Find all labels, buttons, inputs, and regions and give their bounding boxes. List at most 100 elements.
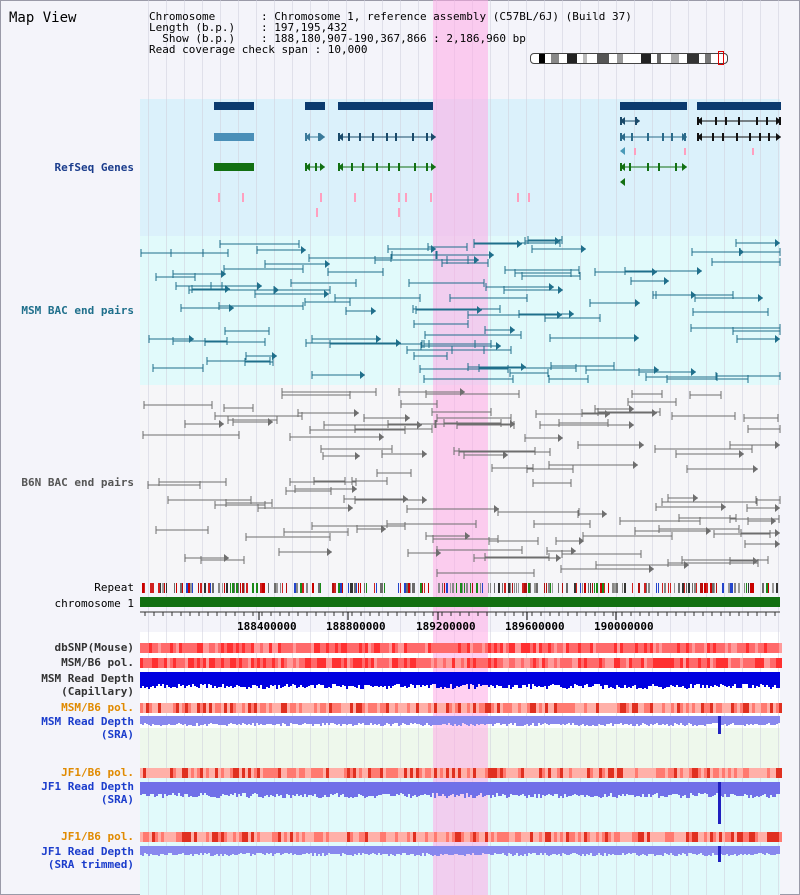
- track-label-msm-bac[interactable]: MSM BAC end pairs: [21, 304, 134, 317]
- jf1-depth-trimmed-bar: [160, 846, 162, 854]
- msm-depth-sra-bar: [334, 716, 336, 724]
- msm-pol-strip: [272, 658, 275, 668]
- track-label-chromosome[interactable]: chromosome 1: [54, 597, 134, 610]
- jf1-depth-sra-bar: [498, 782, 500, 796]
- dbsnp-strip: [671, 643, 674, 653]
- msm-depth-sra-bar: [260, 716, 262, 724]
- msm-depth-capillary-bar: [496, 672, 498, 685]
- jf1-pol-strip: [500, 768, 503, 778]
- track-label-msm-b6-pol[interactable]: MSM/B6 pol.: [61, 656, 134, 669]
- msm-depth-sra-bar: [434, 716, 436, 725]
- repeat-mark: [712, 583, 714, 593]
- dbsnp-strip: [149, 643, 152, 653]
- repeat-mark: [274, 583, 276, 593]
- jf1-depth-sra-bar: [194, 782, 196, 797]
- jf1-pol-strip: [158, 768, 161, 778]
- jf1-depth-sra-bar: [330, 782, 332, 794]
- jf1-depth-trimmed-bar: [728, 846, 730, 856]
- jf1-depth-trimmed-bar: [202, 846, 204, 855]
- track-label-jf1-read-depth-sra-trimmed[interactable]: JF1 Read Depth (SRA trimmed): [41, 845, 134, 871]
- jf1-depth-sra-bar: [318, 782, 320, 798]
- jf1-depth-trimmed-bar: [274, 846, 276, 854]
- repeat-mark: [444, 583, 445, 593]
- msm-depth-sra-bar: [694, 716, 696, 725]
- jf1-pol-trimmed-strip: [386, 832, 389, 842]
- msm-pol-sra-strip: [599, 703, 602, 713]
- jf1-pol-strip: [332, 768, 335, 778]
- repeat-mark: [312, 583, 314, 593]
- msm-pol-strip: [206, 658, 209, 668]
- gene-model-exon: [348, 133, 350, 141]
- msm-depth-capillary-bar: [292, 672, 294, 684]
- jf1-depth-sra-bar: [438, 782, 440, 796]
- jf1-depth-sra-bar: [140, 782, 142, 795]
- msm-depth-sra-bar: [634, 716, 636, 726]
- jf1-depth-trimmed-bar: [308, 846, 310, 854]
- msm-pol-strip: [164, 658, 167, 668]
- b6n-bac-pair-arrow: [460, 388, 465, 396]
- jf1-pol-trimmed-strip: [533, 832, 536, 842]
- jf1-pol-trimmed-strip: [608, 832, 611, 842]
- msm-depth-capillary-bar: [308, 672, 310, 686]
- msm-depth-capillary-bar: [762, 672, 764, 685]
- grid-line: [328, 0, 329, 895]
- jf1-pol-trimmed-strip: [455, 832, 458, 842]
- jf1-depth-sra-bar: [422, 782, 424, 795]
- track-label-refseq[interactable]: RefSeq Genes: [54, 161, 134, 174]
- jf1-depth-trimmed-bar: [414, 846, 416, 856]
- msm-depth-sra-bar: [746, 716, 748, 724]
- selected-region-highlight[interactable]: [433, 0, 488, 895]
- jf1-depth-trimmed-bar: [432, 846, 434, 856]
- chromosome-ideogram[interactable]: [530, 53, 728, 64]
- msm-pol-strip: [659, 658, 662, 668]
- msm-pol-sra-strip: [629, 703, 632, 713]
- track-label-msm-b6-pol-sra[interactable]: MSM/B6 pol.: [61, 701, 134, 714]
- b6n-bac-pair-arrow: [775, 504, 780, 512]
- track-label-b6n-bac[interactable]: B6N BAC end pairs: [21, 476, 134, 489]
- dbsnp-strip: [686, 643, 689, 653]
- jf1-pol-strip: [734, 768, 737, 778]
- msm-depth-capillary-bar: [174, 672, 176, 687]
- jf1-depth-sra-bar: [266, 782, 268, 795]
- jf1-pol-strip: [716, 768, 719, 778]
- jf1-pol-trimmed-strip: [173, 832, 176, 842]
- dbsnp-strip: [635, 643, 638, 653]
- msm-pol-sra-strip: [500, 703, 503, 713]
- gene-block: [338, 102, 433, 110]
- msm-pol-strip: [245, 658, 248, 668]
- jf1-pol-trimmed-strip: [635, 832, 638, 842]
- jf1-depth-trimmed-bar: [334, 846, 336, 854]
- jf1-depth-trimmed-bar: [148, 846, 150, 856]
- jf1-pol-trimmed-strip: [515, 832, 518, 842]
- jf1-depth-trimmed-bar: [472, 846, 474, 853]
- jf1-depth-sra-bar: [182, 782, 184, 797]
- jf1-depth-trimmed-bar: [436, 846, 438, 856]
- track-label-msm-read-depth-sra[interactable]: MSM Read Depth (SRA): [41, 715, 134, 741]
- jf1-depth-trimmed-bar: [398, 846, 400, 854]
- dbsnp-strip: [413, 643, 416, 653]
- msm-depth-sra-bar: [208, 716, 210, 724]
- msm-depth-sra-bar: [242, 716, 244, 723]
- track-label-jf1-b6-pol-1[interactable]: JF1/B6 pol.: [61, 766, 134, 779]
- jf1-depth-sra-bar: [282, 782, 284, 798]
- jf1-pol-trimmed-strip: [626, 832, 629, 842]
- b6n-bac-pair-arrow: [775, 540, 780, 548]
- track-label-msm-read-depth-capillary[interactable]: MSM Read Depth (Capillary): [41, 672, 134, 698]
- jf1-depth-trimmed-bar: [188, 846, 190, 855]
- msm-pol-strip: [572, 658, 575, 668]
- msm-depth-capillary-bar: [272, 672, 274, 686]
- jf1-pol-trimmed-strip: [743, 832, 746, 842]
- jf1-depth-sra-bar: [730, 782, 732, 794]
- msm-depth-capillary-bar: [186, 672, 188, 686]
- track-label-jf1-b6-pol-2[interactable]: JF1/B6 pol.: [61, 830, 134, 843]
- jf1-depth-trimmed-bar: [542, 846, 544, 855]
- track-label-jf1-read-depth-sra[interactable]: JF1 Read Depth (SRA): [41, 780, 134, 806]
- msm-depth-sra-bar: [282, 716, 284, 723]
- b6n-bac-pair-arrow: [558, 434, 563, 442]
- track-label-dbsnp[interactable]: dbSNP(Mouse): [54, 641, 134, 654]
- msm-bac-pair-arrow: [510, 326, 515, 334]
- grid-line: [310, 0, 311, 895]
- track-label-repeat[interactable]: Repeat: [94, 581, 134, 594]
- jf1-depth-sra-bar: [370, 782, 372, 796]
